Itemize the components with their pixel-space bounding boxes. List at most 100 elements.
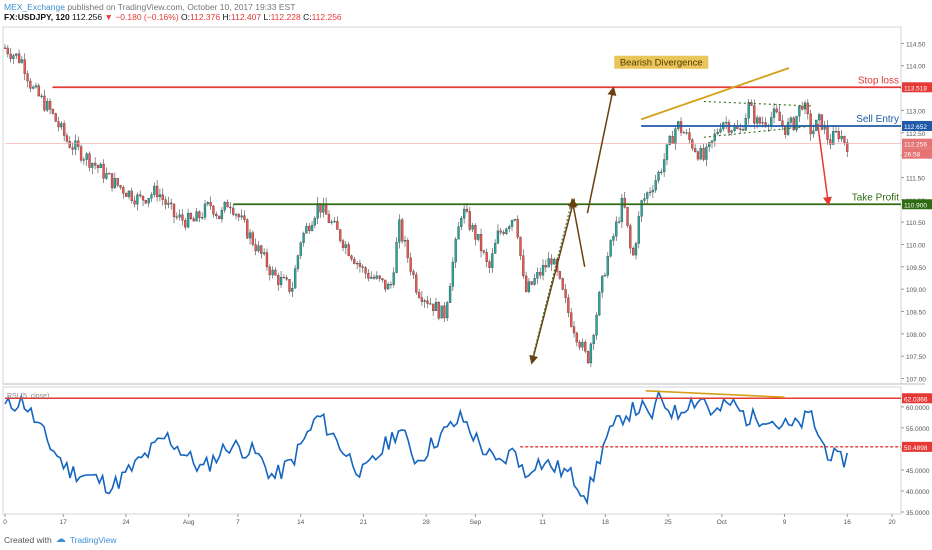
candle-body xyxy=(809,113,812,135)
candle-body xyxy=(432,303,435,312)
candle-body xyxy=(457,226,460,240)
candle-body xyxy=(341,240,345,248)
candle-body xyxy=(846,142,849,152)
candle-body xyxy=(209,202,212,207)
published-text: published on TradingView.com, October 10… xyxy=(67,2,296,12)
footer: Created with ☁ TradingView xyxy=(4,534,117,545)
candle-body xyxy=(344,244,347,248)
candle-body xyxy=(367,273,370,279)
candle-body xyxy=(739,128,742,130)
candle-body xyxy=(246,219,249,239)
candle-body xyxy=(679,121,683,133)
candle-body xyxy=(155,185,159,198)
rsi-axis-label: 35.0000 xyxy=(906,510,930,517)
candle-body xyxy=(632,247,635,256)
candle-body xyxy=(333,220,336,223)
candle-body xyxy=(170,202,173,205)
candle-body xyxy=(423,300,426,302)
candle-body xyxy=(792,117,795,131)
candle-body xyxy=(688,132,691,140)
candle-body xyxy=(519,236,522,256)
candle-body xyxy=(313,218,317,226)
created-with-text: Created with xyxy=(4,534,52,545)
candle-body xyxy=(46,101,49,111)
candle-body xyxy=(493,243,497,254)
candle-body xyxy=(172,203,176,217)
target-arrow xyxy=(816,123,832,207)
open-value: 112.376 xyxy=(190,12,221,22)
time-axis-label: Oct xyxy=(717,519,727,526)
candle-body xyxy=(527,281,531,292)
symbol-label[interactable]: FX:USDJPY, 120 xyxy=(4,12,70,22)
price-axis-label: 114.50 xyxy=(906,41,926,48)
price-pane-frame xyxy=(2,26,902,385)
candle-body xyxy=(336,220,339,230)
candle-body xyxy=(353,258,356,264)
candle-body xyxy=(355,263,359,265)
candle-body xyxy=(758,117,762,124)
close-label: C: xyxy=(303,12,312,22)
candle-body xyxy=(524,275,528,292)
candle-body xyxy=(113,178,117,189)
candle-body xyxy=(32,86,35,89)
candle-body xyxy=(508,226,511,229)
tradingview-brand[interactable]: TradingView xyxy=(69,534,117,545)
candle-body xyxy=(358,263,362,267)
candle-body xyxy=(646,192,649,199)
candle-body xyxy=(634,243,638,256)
candle-body xyxy=(40,95,43,97)
candle-body xyxy=(361,266,364,268)
close-value: 112.256 xyxy=(311,12,342,22)
publisher-link[interactable]: MEX_Exchange xyxy=(4,2,65,12)
candle-body xyxy=(595,314,598,336)
candle-body xyxy=(451,261,455,287)
candle-body xyxy=(150,194,153,199)
rsi-axis-label: 40.0000 xyxy=(906,489,930,496)
time-axis-label: 14 xyxy=(297,519,305,526)
candle-body xyxy=(550,258,553,265)
candle-body xyxy=(116,178,119,186)
candle-body xyxy=(820,114,824,130)
candle-body xyxy=(130,190,133,201)
rsi-indicator-label: RSI (5, close) xyxy=(7,393,49,400)
candle-body xyxy=(282,277,286,279)
candle-body xyxy=(296,255,300,269)
candle-body xyxy=(446,302,449,319)
candle-body xyxy=(651,189,655,193)
candle-body xyxy=(409,257,412,272)
time-axis-label: 28 xyxy=(423,519,431,526)
candle-body xyxy=(829,139,832,145)
current-price-badge-text: 112.256 xyxy=(904,142,927,149)
time-axis-label: 9 xyxy=(783,519,787,526)
candle-body xyxy=(260,245,263,254)
time-axis-label: 0 xyxy=(3,519,7,526)
candle-body xyxy=(206,202,209,205)
candle-body xyxy=(60,123,63,128)
candle-body xyxy=(696,151,700,160)
candle-body xyxy=(499,230,502,233)
candle-body xyxy=(144,200,147,204)
candle-body xyxy=(110,173,114,189)
candle-body xyxy=(832,131,835,145)
price-axis-label: 108.50 xyxy=(906,310,926,317)
candle-body xyxy=(248,232,252,239)
candle-body xyxy=(589,343,593,364)
time-axis-label: 18 xyxy=(602,519,610,526)
candle-body xyxy=(254,244,257,252)
candle-body xyxy=(291,288,294,292)
candle-body xyxy=(741,129,745,131)
candle-body xyxy=(693,148,697,152)
candle-body xyxy=(51,109,55,114)
candle-body xyxy=(26,73,29,82)
candle-body xyxy=(263,252,266,254)
candle-body xyxy=(561,278,564,290)
stop-loss-badge-text: 113.518 xyxy=(904,85,927,92)
candle-body xyxy=(175,216,178,218)
candle-body xyxy=(415,274,418,293)
tradingview-cloud-icon: ☁ xyxy=(55,534,66,545)
candle-body xyxy=(643,198,646,201)
candle-body xyxy=(412,271,415,275)
candle-body xyxy=(85,153,88,160)
candle-body xyxy=(443,305,446,319)
